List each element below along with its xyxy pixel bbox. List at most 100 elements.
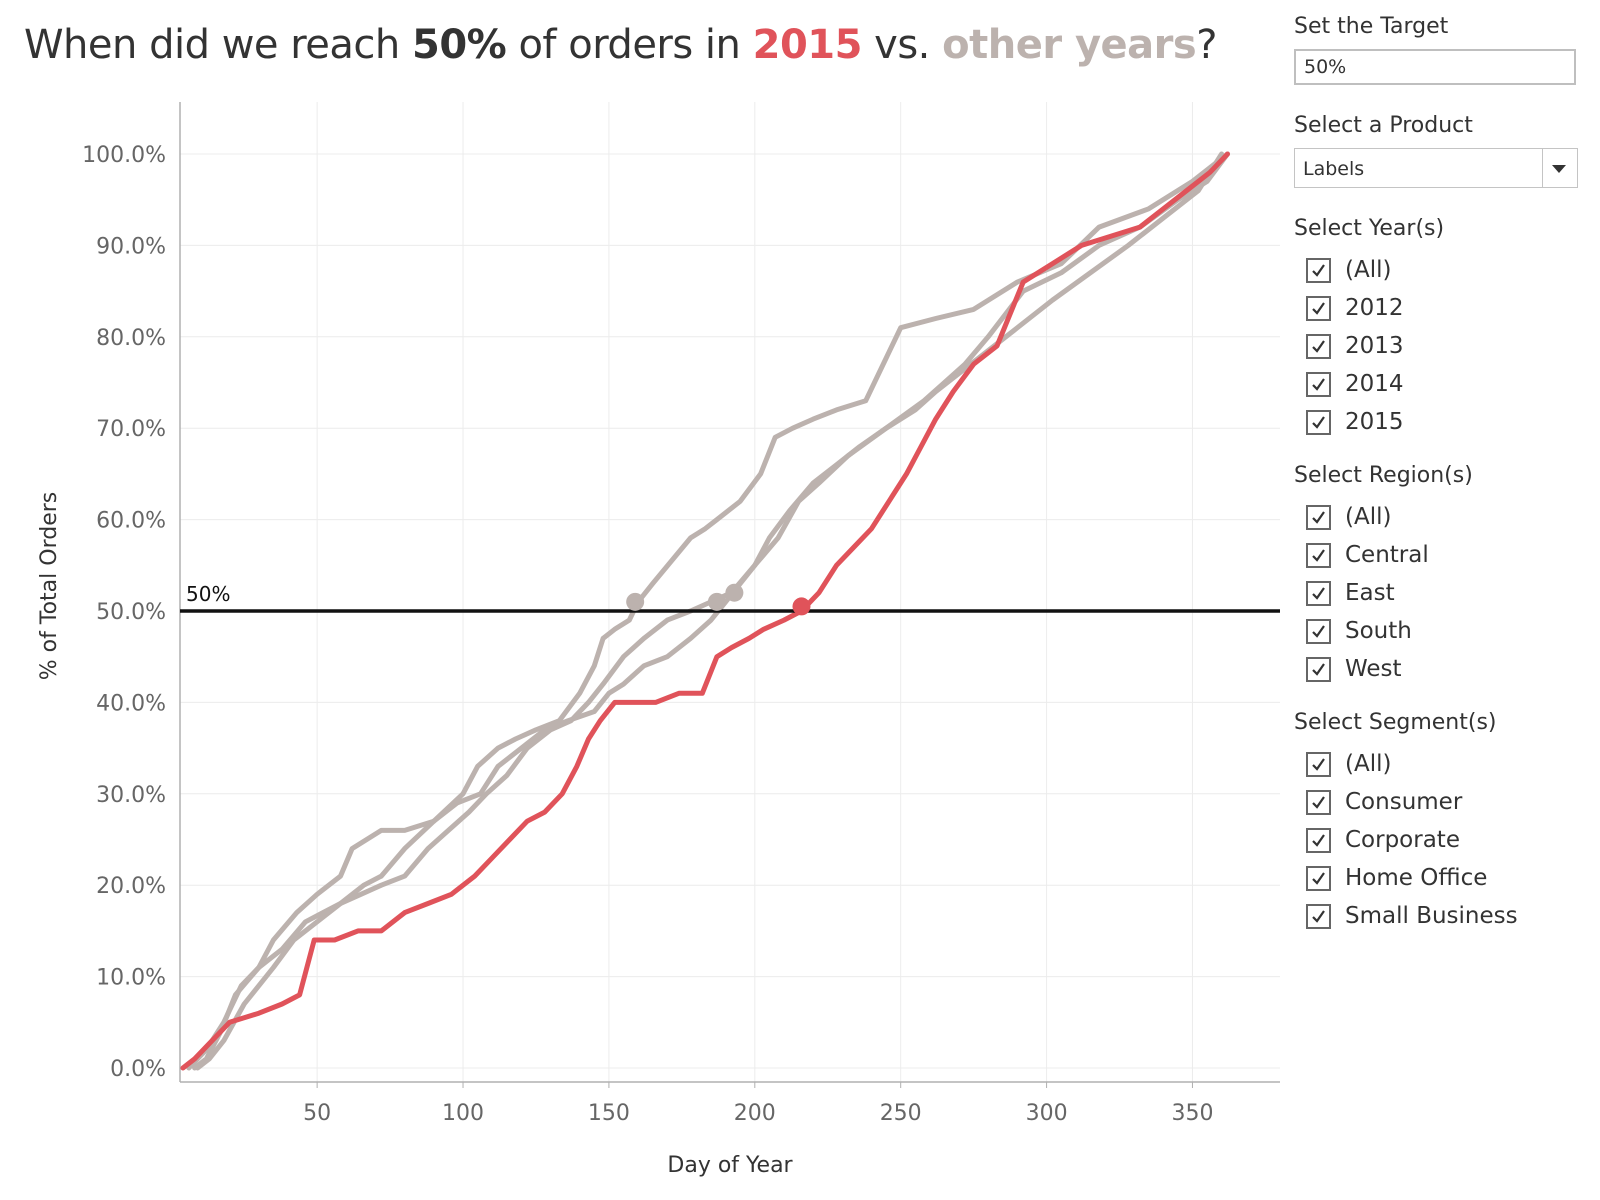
y-tick-label: 0.0%: [110, 1057, 166, 1082]
axis-labels: 50 100 150 200 250 300 350 0.0% 10.0% 20.0% 30.0% 4…: [37, 143, 1213, 1178]
year-checkbox-2013[interactable]: 2013: [1306, 327, 1594, 365]
region-checkbox-label: South: [1345, 618, 1412, 644]
region-checkbox-label: East: [1345, 580, 1395, 606]
x-tick-label: 100: [442, 1101, 484, 1126]
y-tick-label: 100.0%: [82, 143, 166, 168]
y-tick-label: 90.0%: [96, 234, 166, 259]
title-prefix: When did we reach: [24, 22, 412, 68]
reference-line-group: 50%: [180, 582, 1280, 613]
product-dropdown[interactable]: Labels: [1294, 148, 1578, 188]
y-tick-label: 80.0%: [96, 326, 166, 351]
checkmark-icon[interactable]: [1306, 542, 1331, 568]
product-selected-value: Labels: [1303, 158, 1365, 180]
dropdown-divider: [1542, 149, 1543, 187]
chart-title: When did we reach 50% of orders in 2015 …: [24, 22, 1217, 68]
region-checkbox-west[interactable]: West: [1306, 650, 1594, 688]
filter-sidebar: Set the Target Select a Product Labels S…: [1294, 14, 1594, 957]
y-tick-label: 50.0%: [96, 600, 166, 625]
title-target: 50%: [411, 22, 507, 68]
axes: [179, 102, 1280, 1088]
year-checkbox-all[interactable]: (All): [1306, 251, 1594, 289]
years-label: Select Year(s): [1294, 216, 1445, 241]
crossing-point-2015[interactable]: [792, 597, 811, 616]
region-checkbox-label: West: [1345, 656, 1402, 682]
year-checkbox-2012[interactable]: 2012: [1306, 289, 1594, 327]
x-tick-label: 300: [1026, 1101, 1068, 1126]
y-tick-label: 20.0%: [96, 874, 166, 899]
segment-checkbox-label: Consumer: [1345, 789, 1463, 815]
y-tick-label: 40.0%: [96, 691, 166, 716]
x-tick-label: 50: [303, 1101, 331, 1126]
checkmark-icon[interactable]: [1306, 656, 1331, 682]
years-checkbox-group: (All) 2012 2013 2014 2015: [1306, 251, 1594, 441]
segment-checkbox-home-office[interactable]: Home Office: [1306, 859, 1594, 897]
reference-line-label: 50%: [186, 582, 230, 606]
year-checkbox-2014[interactable]: 2014: [1306, 365, 1594, 403]
title-highlight-year: 2015: [752, 22, 863, 68]
checkmark-icon[interactable]: [1306, 903, 1331, 929]
target-label: Set the Target: [1294, 14, 1449, 39]
segment-checkbox-label: Corporate: [1345, 827, 1460, 853]
region-checkbox-south[interactable]: South: [1306, 612, 1594, 650]
checkmark-icon[interactable]: [1306, 295, 1331, 321]
checkmark-icon[interactable]: [1306, 409, 1331, 435]
x-tick-label: 250: [880, 1101, 922, 1126]
title-middle: of orders in: [506, 22, 753, 68]
series-lines: [180, 151, 1230, 1071]
regions-label: Select Region(s): [1294, 463, 1473, 488]
region-checkbox-all[interactable]: (All): [1306, 498, 1594, 536]
checkmark-icon[interactable]: [1306, 751, 1331, 777]
y-tick-label: 70.0%: [96, 417, 166, 442]
segment-checkbox-label: (All): [1345, 751, 1392, 777]
product-label: Select a Product: [1294, 113, 1473, 138]
line-chart: 50% 50 100 150 200 250 300 350 0.0% 10.0% 20.0% 30…: [37, 102, 1280, 1178]
x-axis-title: Day of Year: [667, 1153, 793, 1178]
checkmark-icon[interactable]: [1306, 333, 1331, 359]
checkmark-icon[interactable]: [1306, 789, 1331, 815]
checkmark-icon[interactable]: [1306, 371, 1331, 397]
x-tick-label: 200: [734, 1101, 776, 1126]
series-line-2015[interactable]: [180, 151, 1230, 1071]
series-line-2012[interactable]: [192, 151, 1230, 1071]
checkmark-icon[interactable]: [1306, 827, 1331, 853]
chevron-down-icon[interactable]: [1552, 165, 1566, 173]
segment-checkbox-corporate[interactable]: Corporate: [1306, 821, 1594, 859]
year-checkbox-label: 2014: [1345, 371, 1404, 397]
region-checkbox-label: Central: [1345, 542, 1429, 568]
title-vs: vs.: [861, 22, 943, 68]
checkmark-icon[interactable]: [1306, 618, 1331, 644]
checkmark-icon[interactable]: [1306, 504, 1331, 530]
y-axis-title: % of Total Orders: [37, 492, 62, 680]
y-tick-label: 30.0%: [96, 783, 166, 808]
region-checkbox-central[interactable]: Central: [1306, 536, 1594, 574]
year-checkbox-label: 2012: [1345, 295, 1404, 321]
year-checkbox-label: 2013: [1345, 333, 1404, 359]
checkmark-icon[interactable]: [1306, 865, 1331, 891]
target-input[interactable]: [1294, 49, 1576, 85]
segment-checkbox-all[interactable]: (All): [1306, 745, 1594, 783]
segments-label: Select Segment(s): [1294, 710, 1497, 735]
year-checkbox-label: 2015: [1345, 409, 1404, 435]
crossing-point-2013[interactable]: [707, 592, 726, 611]
year-checkbox-2015[interactable]: 2015: [1306, 403, 1594, 441]
crossing-points: [626, 583, 811, 616]
year-checkbox-label: (All): [1345, 257, 1392, 283]
checkmark-icon[interactable]: [1306, 257, 1331, 283]
region-checkbox-east[interactable]: East: [1306, 574, 1594, 612]
segment-checkbox-small-business[interactable]: Small Business: [1306, 897, 1594, 935]
x-tick-label: 350: [1171, 1101, 1213, 1126]
x-tick-label: 150: [588, 1101, 630, 1126]
region-checkbox-label: (All): [1345, 504, 1392, 530]
checkmark-icon[interactable]: [1306, 580, 1331, 606]
crossing-point-2012[interactable]: [626, 592, 645, 611]
title-other-years: other years: [942, 22, 1197, 68]
crossing-point-2014[interactable]: [725, 583, 744, 602]
segment-checkbox-label: Home Office: [1345, 865, 1488, 891]
segment-checkbox-label: Small Business: [1345, 903, 1518, 929]
title-suffix: ?: [1196, 22, 1217, 68]
segment-checkbox-consumer[interactable]: Consumer: [1306, 783, 1594, 821]
y-tick-label: 10.0%: [96, 966, 166, 991]
y-tick-label: 60.0%: [96, 509, 166, 534]
segments-checkbox-group: (All) Consumer Corporate Home Office Small B…: [1306, 745, 1594, 935]
regions-checkbox-group: (All) Central East South West: [1306, 498, 1594, 688]
